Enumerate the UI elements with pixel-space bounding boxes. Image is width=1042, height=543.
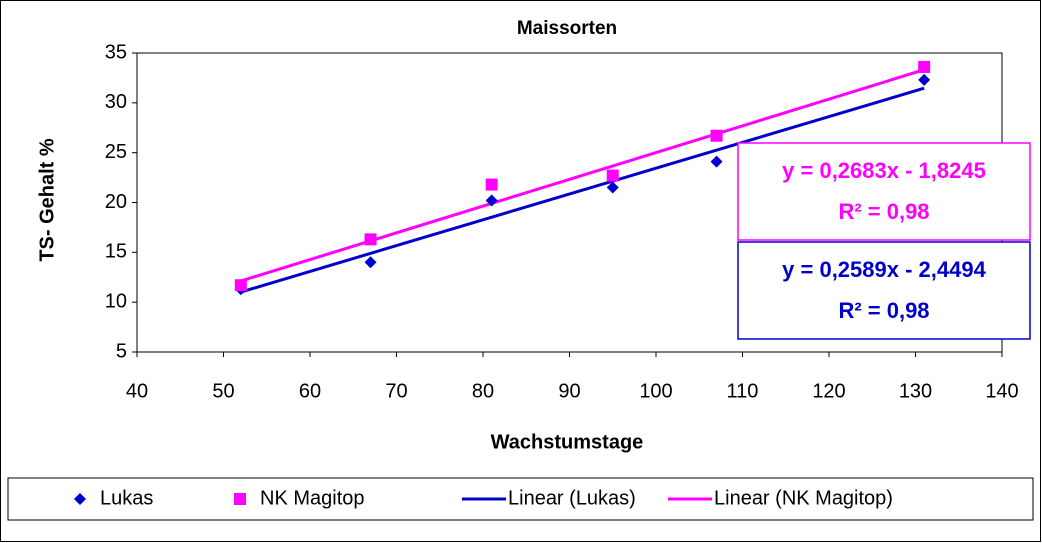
- x-axis-label: Wachstumstage: [491, 431, 644, 453]
- x-tick-label: 80: [472, 380, 494, 402]
- y-tick-label: 30: [105, 91, 127, 113]
- y-tick-label: 5: [116, 340, 127, 362]
- point: [364, 256, 377, 269]
- point: [918, 73, 931, 86]
- x-tick-label: 110: [727, 380, 759, 402]
- trendline: [240, 86, 925, 294]
- x-tick-label: 90: [558, 380, 580, 402]
- point: [918, 60, 931, 73]
- point: [234, 493, 246, 505]
- x-tick-label: 120: [812, 380, 845, 402]
- point: [710, 129, 723, 142]
- trend-r2: R² = 0,98: [838, 199, 929, 224]
- point: [485, 194, 498, 207]
- point: [364, 233, 377, 246]
- x-tick-label: 60: [299, 380, 321, 402]
- y-tick-label: 15: [105, 241, 127, 263]
- y-tick-label: 20: [105, 191, 127, 213]
- trend-r2: R² = 0,98: [838, 298, 929, 323]
- legend: [7, 477, 1034, 521]
- x-tick-label: 40: [126, 380, 148, 402]
- y-tick-label: 10: [105, 290, 127, 312]
- point: [606, 181, 619, 194]
- x-tick-label: 100: [639, 380, 672, 402]
- point: [606, 169, 619, 182]
- legend-label: Linear (Lukas): [508, 487, 636, 509]
- legend-label: Linear (NK Magitop): [714, 487, 893, 509]
- legend-label: NK Magitop: [260, 487, 365, 509]
- x-tick-label: 70: [385, 380, 407, 402]
- point: [710, 155, 723, 168]
- point: [234, 279, 247, 292]
- trend-equation: y = 0,2683x - 1,8245: [782, 158, 986, 183]
- trend-equation: y = 0,2589x - 2,4494: [782, 257, 986, 282]
- y-tick-label: 35: [105, 41, 127, 63]
- x-tick-label: 130: [899, 380, 932, 402]
- y-tick-label: 25: [105, 141, 127, 163]
- x-tick-label: 50: [212, 380, 234, 402]
- equation-box: [737, 241, 1031, 340]
- legend-label: Lukas: [100, 487, 153, 509]
- x-tick-label: 140: [985, 380, 1018, 402]
- chart-title: Maissorten: [517, 18, 617, 39]
- trendline: [240, 68, 925, 283]
- y-axis-label: TS- Gehalt %: [36, 138, 58, 262]
- point: [74, 493, 86, 505]
- equation-box: [737, 142, 1031, 241]
- point: [485, 178, 498, 191]
